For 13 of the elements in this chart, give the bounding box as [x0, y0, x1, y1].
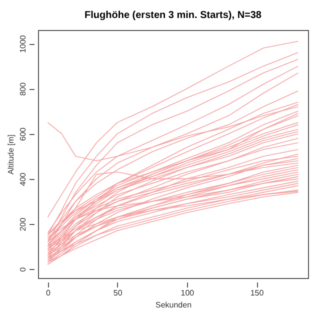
- x-axis-title: Sekunden: [155, 300, 192, 310]
- x-tick-label: 150: [250, 288, 264, 298]
- y-tick-label: 200: [18, 217, 28, 232]
- x-tick-label: 50: [113, 288, 123, 298]
- y-tick-label: 0: [18, 266, 28, 272]
- chart-title: Flughöhe (ersten 3 min. Starts), N=38: [84, 10, 262, 21]
- y-tick-label: 400: [18, 172, 28, 186]
- y-tick-label: 1000: [18, 34, 28, 53]
- x-tick-label: 100: [180, 288, 195, 298]
- y-tick-label: 800: [18, 82, 28, 96]
- y-axis-title: Altitude [m]: [6, 134, 16, 175]
- x-tick-label: 0: [46, 288, 52, 298]
- y-tick-label: 600: [18, 126, 28, 141]
